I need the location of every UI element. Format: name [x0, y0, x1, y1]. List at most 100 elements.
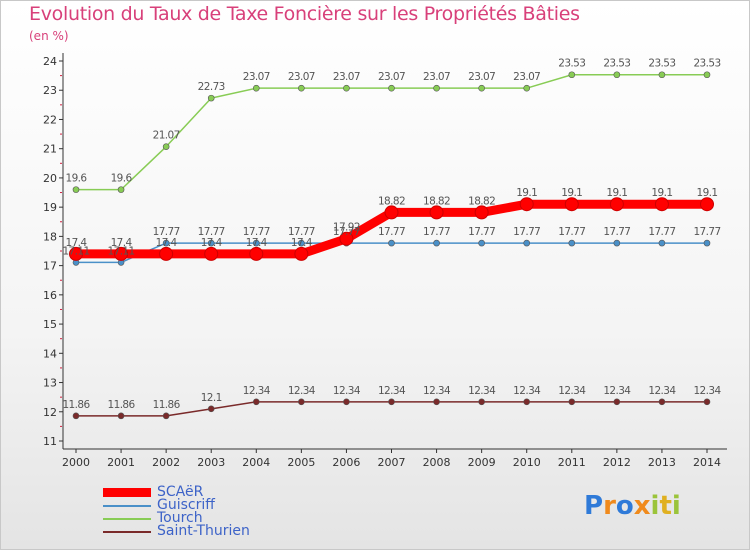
- data-point: [298, 398, 305, 406]
- data-label: 19.1: [651, 187, 672, 199]
- data-point: [162, 239, 170, 247]
- x-tick-label: 2014: [693, 456, 721, 469]
- data-point: [252, 239, 260, 247]
- data-point: [613, 71, 621, 79]
- data-label: 23.07: [513, 71, 540, 83]
- x-tick-label: 2007: [378, 456, 406, 469]
- data-point: [658, 71, 666, 79]
- data-label: 17.77: [648, 226, 675, 238]
- data-point: [343, 84, 350, 92]
- y-tick-label: 24: [43, 55, 57, 68]
- data-point: [252, 398, 260, 406]
- data-label: 17.11: [62, 245, 89, 257]
- data-label: 19.1: [606, 187, 627, 199]
- data-label: 17.4: [111, 237, 133, 249]
- logo-letter: i: [671, 491, 681, 521]
- y-tick-label: 23: [43, 84, 57, 97]
- data-point: [613, 239, 621, 247]
- legend-label: SCAëR: [157, 484, 204, 500]
- data-label: 17.77: [423, 226, 450, 238]
- data-point: [433, 398, 440, 406]
- legend-label: Tourch: [157, 510, 203, 526]
- legend-label: Guiscriff: [157, 497, 215, 513]
- data-point: [478, 239, 485, 247]
- x-tick-label: 2002: [152, 456, 180, 469]
- data-label: 23.07: [333, 71, 360, 83]
- data-label: 12.34: [243, 385, 271, 397]
- data-point: [658, 239, 666, 247]
- data-label: 19.6: [66, 173, 88, 185]
- logo-letter: x: [633, 491, 651, 521]
- data-label: 12.34: [603, 385, 631, 397]
- y-axis-unit: (en %): [29, 29, 69, 43]
- data-point: [568, 239, 576, 247]
- data-label: 17.77: [288, 226, 315, 238]
- data-point: [207, 405, 215, 413]
- data-point: [72, 186, 80, 193]
- data-label: 17.77: [153, 226, 180, 238]
- data-point: [523, 84, 531, 92]
- logo-letter: t: [659, 491, 672, 521]
- data-point: [654, 197, 669, 212]
- data-label: 23.07: [288, 71, 315, 83]
- legend-item: Saint-Thurien: [103, 523, 250, 539]
- data-label: 11.86: [108, 399, 136, 411]
- data-point: [162, 143, 170, 150]
- data-label: 11.86: [153, 399, 181, 411]
- data-label: 19.1: [516, 187, 537, 199]
- y-tick-label: 15: [43, 318, 57, 331]
- data-label: 17.4: [246, 237, 268, 249]
- data-point: [249, 246, 264, 261]
- data-label: 11.86: [62, 399, 90, 411]
- data-point: [388, 398, 395, 406]
- data-point: [523, 398, 531, 406]
- legend-item: SCAëR: [103, 484, 250, 500]
- data-label: 17.77: [198, 226, 225, 238]
- data-label: 18.82: [423, 195, 450, 207]
- chart-title: Evolution du Taux de Taxe Foncière sur l…: [29, 3, 580, 25]
- data-point: [433, 239, 440, 247]
- legend-item: Guiscriff: [103, 497, 250, 513]
- data-label: 18.82: [378, 195, 405, 207]
- data-label: 12.34: [288, 385, 316, 397]
- legend-swatch: [103, 488, 151, 497]
- x-tick-label: 2001: [107, 456, 135, 469]
- y-tick-label: 21: [43, 143, 57, 156]
- data-label: 12.1: [201, 392, 222, 404]
- data-point: [69, 246, 83, 261]
- x-tick-label: 2003: [197, 456, 225, 469]
- data-label: 18.82: [468, 195, 495, 207]
- logo-letter: i: [650, 491, 660, 521]
- data-label: 23.53: [603, 58, 630, 70]
- y-tick-label: 20: [43, 172, 57, 185]
- data-label: 23.07: [423, 71, 450, 83]
- data-label: 12.34: [693, 385, 721, 397]
- series-layer: [69, 71, 714, 420]
- y-tick-label: 22: [43, 113, 57, 126]
- x-tick-label: 2005: [287, 456, 315, 469]
- x-tick-label: 2013: [648, 456, 676, 469]
- data-label: 23.53: [558, 58, 585, 70]
- data-point: [207, 94, 215, 102]
- data-label: 23.53: [648, 58, 675, 70]
- data-point: [703, 71, 711, 79]
- legend-item: Tourch: [103, 510, 250, 526]
- data-point: [252, 84, 260, 92]
- data-point: [388, 84, 395, 92]
- data-point: [384, 205, 399, 220]
- y-tick-label: 14: [43, 347, 57, 360]
- data-label: 17.77: [603, 226, 630, 238]
- data-point: [207, 239, 215, 247]
- data-point: [519, 197, 534, 212]
- legend: SCAëR Guiscriff Tourch Saint-Thurien: [103, 484, 250, 539]
- data-point: [703, 239, 711, 247]
- data-label: 21.07: [153, 130, 180, 142]
- data-point: [658, 398, 666, 406]
- logo-letter: P: [584, 491, 604, 521]
- data-label: 23.53: [693, 58, 720, 70]
- y-tick-label: 12: [43, 406, 57, 419]
- legend-label: Saint-Thurien: [157, 523, 250, 539]
- data-point: [478, 84, 485, 92]
- legend-swatch: [103, 517, 151, 520]
- axes: 11 12 13 14 15 16 17 18 19 20 21 22 23 24 2000 2001 2002…: [43, 53, 727, 469]
